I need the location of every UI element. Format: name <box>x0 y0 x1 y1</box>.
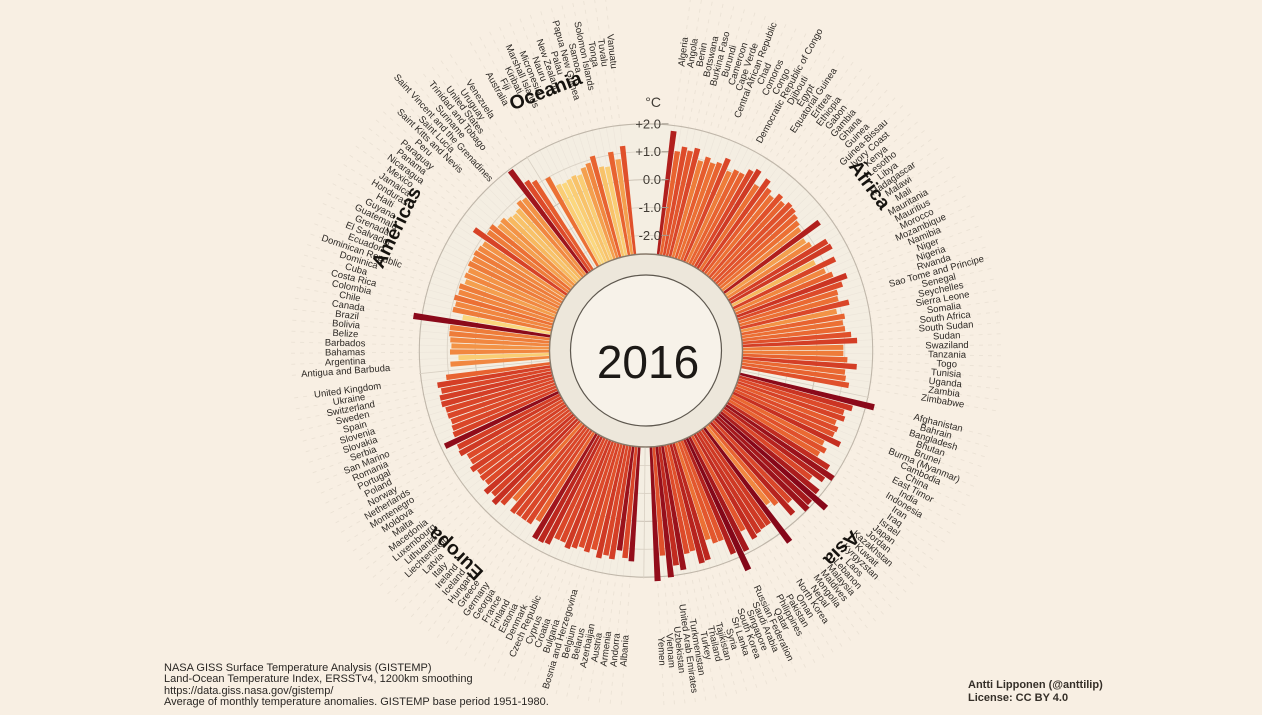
svg-text:Argentina: Argentina <box>325 356 367 369</box>
svg-text:Zambia: Zambia <box>928 385 962 400</box>
svg-text:Antti Lipponen (@anttilip): Antti Lipponen (@anttilip) <box>968 679 1103 691</box>
svg-text:Yemen: Yemen <box>655 636 667 666</box>
svg-text:Belize: Belize <box>332 328 358 340</box>
svg-text:Albania: Albania <box>618 634 631 667</box>
svg-text:+2.0: +2.0 <box>635 116 661 131</box>
svg-text:Tunisia: Tunisia <box>931 367 963 380</box>
svg-text:Tuvalu: Tuvalu <box>595 38 610 67</box>
svg-text:+1.0: +1.0 <box>635 144 661 159</box>
svg-text:Brazil: Brazil <box>335 309 360 323</box>
svg-text:Tanzania: Tanzania <box>928 349 967 361</box>
svg-text:-1.0: -1.0 <box>639 200 661 215</box>
svg-text:Chile: Chile <box>338 290 361 305</box>
svg-text:Ukraine: Ukraine <box>332 392 366 408</box>
svg-text:Canada: Canada <box>331 298 366 314</box>
svg-text:2016: 2016 <box>597 336 699 388</box>
svg-text:South Sudan: South Sudan <box>918 319 974 334</box>
svg-text:Armenia: Armenia <box>599 630 615 667</box>
svg-text:-2.0: -2.0 <box>639 228 661 243</box>
svg-text:Barbados: Barbados <box>325 338 366 350</box>
svg-text:License: CC BY 4.0: License: CC BY 4.0 <box>968 692 1068 704</box>
svg-text:Austria: Austria <box>589 631 605 663</box>
svg-text:Uzbekistan: Uzbekistan <box>671 626 687 674</box>
svg-text:Benin: Benin <box>695 42 710 68</box>
svg-text:Fiji: Fiji <box>497 77 512 93</box>
svg-text:°C: °C <box>645 94 661 110</box>
svg-text:Average of monthly temperature: Average of monthly temperature anomalies… <box>164 696 549 708</box>
svg-text:Angola: Angola <box>685 37 701 69</box>
svg-text:Bahamas: Bahamas <box>325 347 365 358</box>
svg-text:Swaziland: Swaziland <box>925 340 968 352</box>
svg-text:NASA GISS Surface Temperature: NASA GISS Surface Temperature Analysis (… <box>164 662 432 674</box>
svg-text:Sudan: Sudan <box>933 330 961 342</box>
svg-text:0.0: 0.0 <box>643 172 661 187</box>
svg-text:Togo: Togo <box>936 358 957 370</box>
svg-text:Land-Ocean Temperature Index,: Land-Ocean Temperature Index, ERSSTv4, 1… <box>164 673 473 685</box>
svg-text:Somalia: Somalia <box>926 300 962 316</box>
svg-text:Bolivia: Bolivia <box>332 318 362 331</box>
svg-text:Algeria: Algeria <box>676 36 691 67</box>
svg-text:Andorra: Andorra <box>609 632 623 667</box>
svg-text:Tonga: Tonga <box>585 40 600 68</box>
svg-text:https://data.giss.nasa.gov/gis: https://data.giss.nasa.gov/gistemp/ <box>164 685 334 697</box>
svg-text:Vietnam: Vietnam <box>663 633 677 669</box>
svg-text:Uganda: Uganda <box>928 376 963 391</box>
svg-text:Vanuatu: Vanuatu <box>604 34 619 70</box>
